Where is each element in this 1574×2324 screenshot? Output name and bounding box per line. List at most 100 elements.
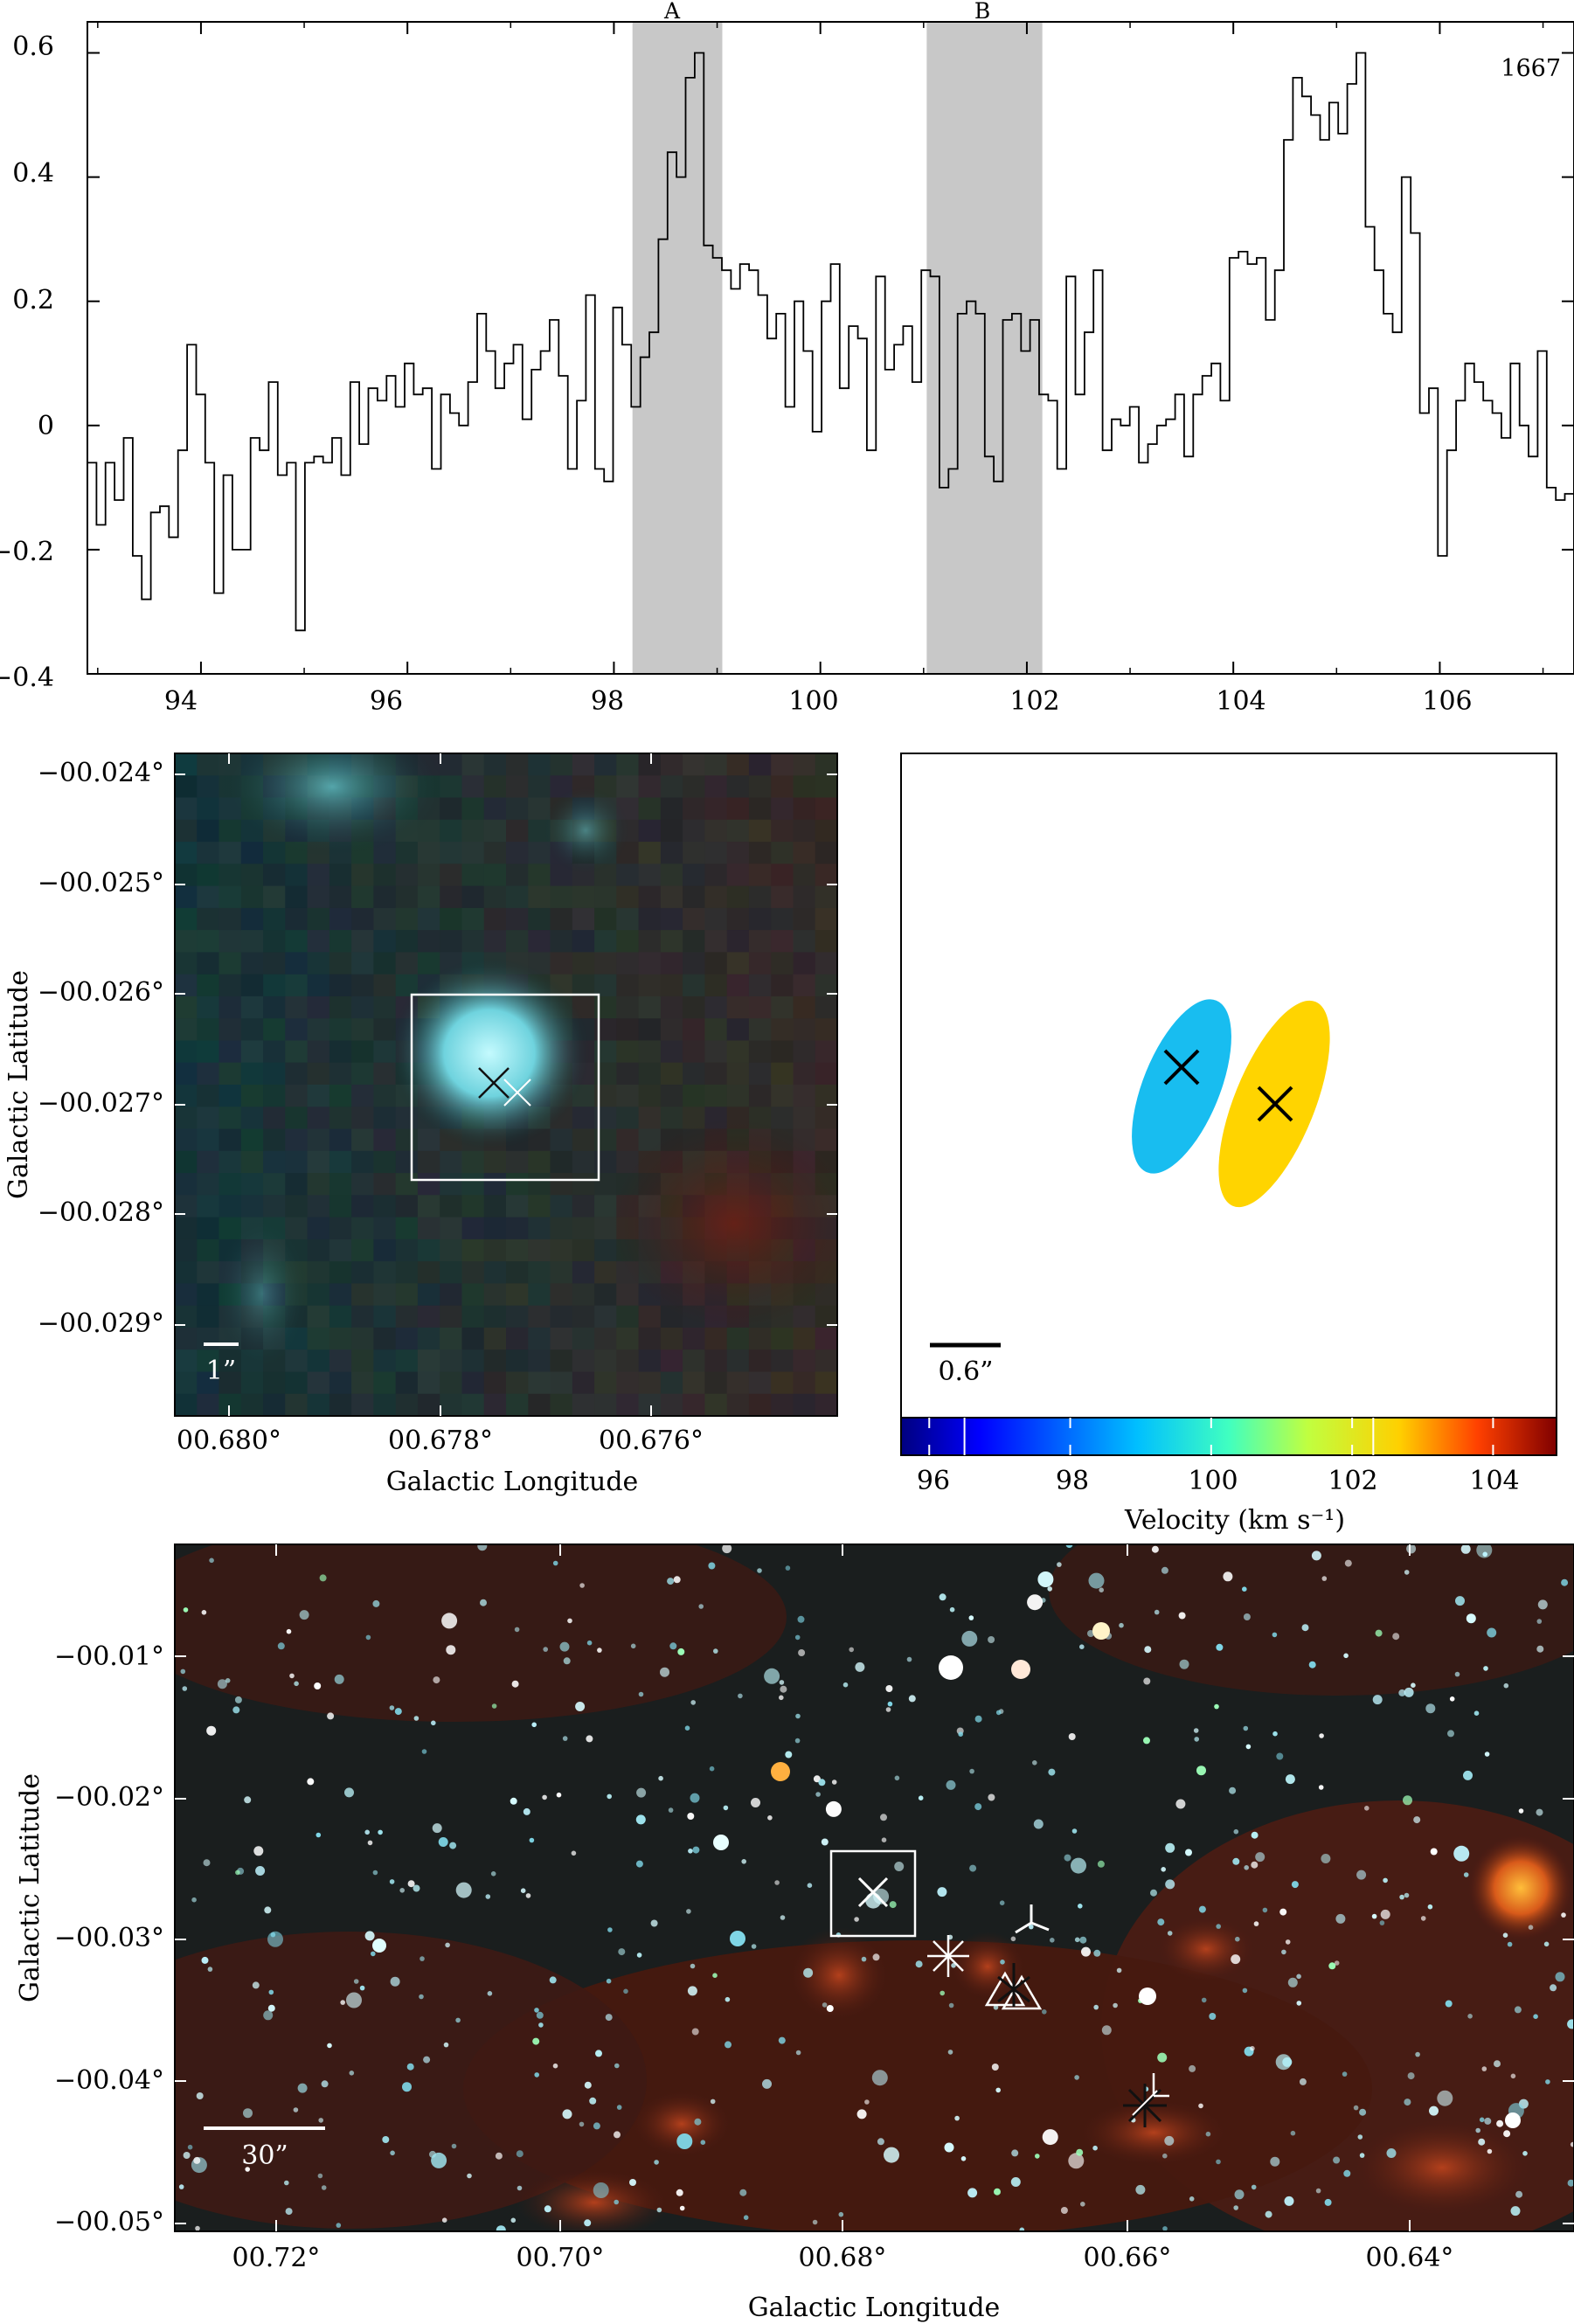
star [1275, 2054, 1292, 2071]
image-pixel [506, 1393, 529, 1416]
star [709, 1766, 715, 1772]
image-pixel [307, 1018, 330, 1042]
star [894, 1862, 905, 1871]
image-pixel [175, 753, 198, 776]
image-pixel [218, 1018, 242, 1042]
star [1473, 1710, 1480, 1716]
image-pixel [594, 907, 617, 931]
image-pixel [550, 1327, 573, 1350]
image-pixel [373, 1085, 397, 1107]
star [559, 1641, 570, 1652]
image-pixel [483, 1393, 507, 1416]
star [1216, 2159, 1221, 2165]
image-pixel [351, 907, 374, 931]
image-pixel [285, 907, 309, 931]
star [751, 1944, 757, 1949]
image-pixel [704, 753, 728, 776]
image-pixel [506, 797, 529, 821]
star [552, 1560, 558, 1566]
star [838, 2211, 844, 2217]
image-pixel [660, 1107, 683, 1130]
image-pixel [683, 797, 705, 821]
star [764, 1668, 780, 1684]
star [1079, 1936, 1087, 1944]
image-pixel [395, 1327, 419, 1350]
star [854, 1917, 859, 1922]
star [1404, 1687, 1414, 1697]
image-pixel [285, 1195, 309, 1218]
image-pixel [815, 907, 837, 931]
star [684, 1725, 690, 1731]
wide-field-image [175, 1544, 1574, 2231]
image-pixel [351, 930, 374, 953]
image-pixel [550, 907, 573, 931]
image-pixel [417, 1217, 440, 1240]
image-pixel [638, 1393, 662, 1416]
star [438, 1837, 448, 1847]
image-pixel [329, 930, 352, 953]
star [511, 1680, 519, 1688]
image-pixel [528, 864, 551, 887]
star [944, 2142, 954, 2153]
image-pixel [771, 996, 794, 1019]
image-pixel [373, 952, 397, 975]
image-pixel [307, 1062, 330, 1086]
image-pixel [704, 864, 728, 887]
image-pixel [550, 1393, 573, 1416]
star [1502, 1932, 1508, 1938]
image-pixel [175, 952, 198, 975]
image-pixel [683, 753, 705, 776]
spectrum-line [87, 52, 1574, 632]
velocity-colorbar [900, 1417, 1557, 1456]
image-pixel [373, 885, 397, 909]
spectrum-ticks [87, 22, 1574, 675]
image-pixel [572, 1393, 595, 1416]
spot-map-frame [900, 753, 1557, 1419]
y-axis-label: Galactic Latitude [3, 970, 34, 1199]
star [491, 1703, 497, 1709]
shaded-region [632, 22, 723, 674]
image-pixel [197, 1128, 220, 1152]
image-pixel [218, 1085, 242, 1107]
image-pixel [572, 1195, 595, 1218]
x-tick-label: 94 [164, 686, 198, 717]
image-pixel [704, 1371, 728, 1395]
image-pixel [197, 885, 220, 909]
image-pixel [197, 996, 220, 1019]
image-pixel [461, 1349, 485, 1373]
image-pixel [550, 753, 573, 776]
star [614, 2063, 620, 2069]
image-pixel [197, 775, 220, 799]
star [815, 1792, 821, 1797]
star [433, 1676, 440, 1684]
x-tick-label: 00.680° [177, 1426, 281, 1456]
star [1050, 1938, 1055, 1943]
image-pixel [572, 1349, 595, 1373]
image-pixel [240, 1393, 264, 1416]
image-pixel [440, 819, 463, 843]
image-pixel [793, 864, 816, 887]
x-tick-label: 00.64° [1366, 2243, 1454, 2273]
image-pixel [638, 1107, 662, 1130]
wide-field-ticks [175, 1544, 1574, 2231]
image-pixel [483, 1283, 507, 1307]
image-pixel [771, 753, 794, 776]
star [1262, 1907, 1268, 1913]
image-pixel [240, 1150, 264, 1174]
image-pixel [771, 1040, 794, 1064]
image-pixel [528, 1217, 551, 1240]
image-pixel [285, 996, 309, 1019]
star [951, 1963, 956, 1968]
image-pixel [263, 952, 286, 975]
star [289, 1673, 295, 1679]
star [614, 2131, 621, 2139]
image-pixel [660, 1349, 683, 1373]
image-pixel [483, 1327, 507, 1350]
star [510, 1797, 517, 1805]
image-pixel [329, 1261, 352, 1284]
image-pixel [660, 952, 683, 975]
image-pixel [285, 1018, 309, 1042]
bright-star [1092, 1622, 1110, 1640]
y-tick-label: −00.028° [38, 1197, 164, 1228]
